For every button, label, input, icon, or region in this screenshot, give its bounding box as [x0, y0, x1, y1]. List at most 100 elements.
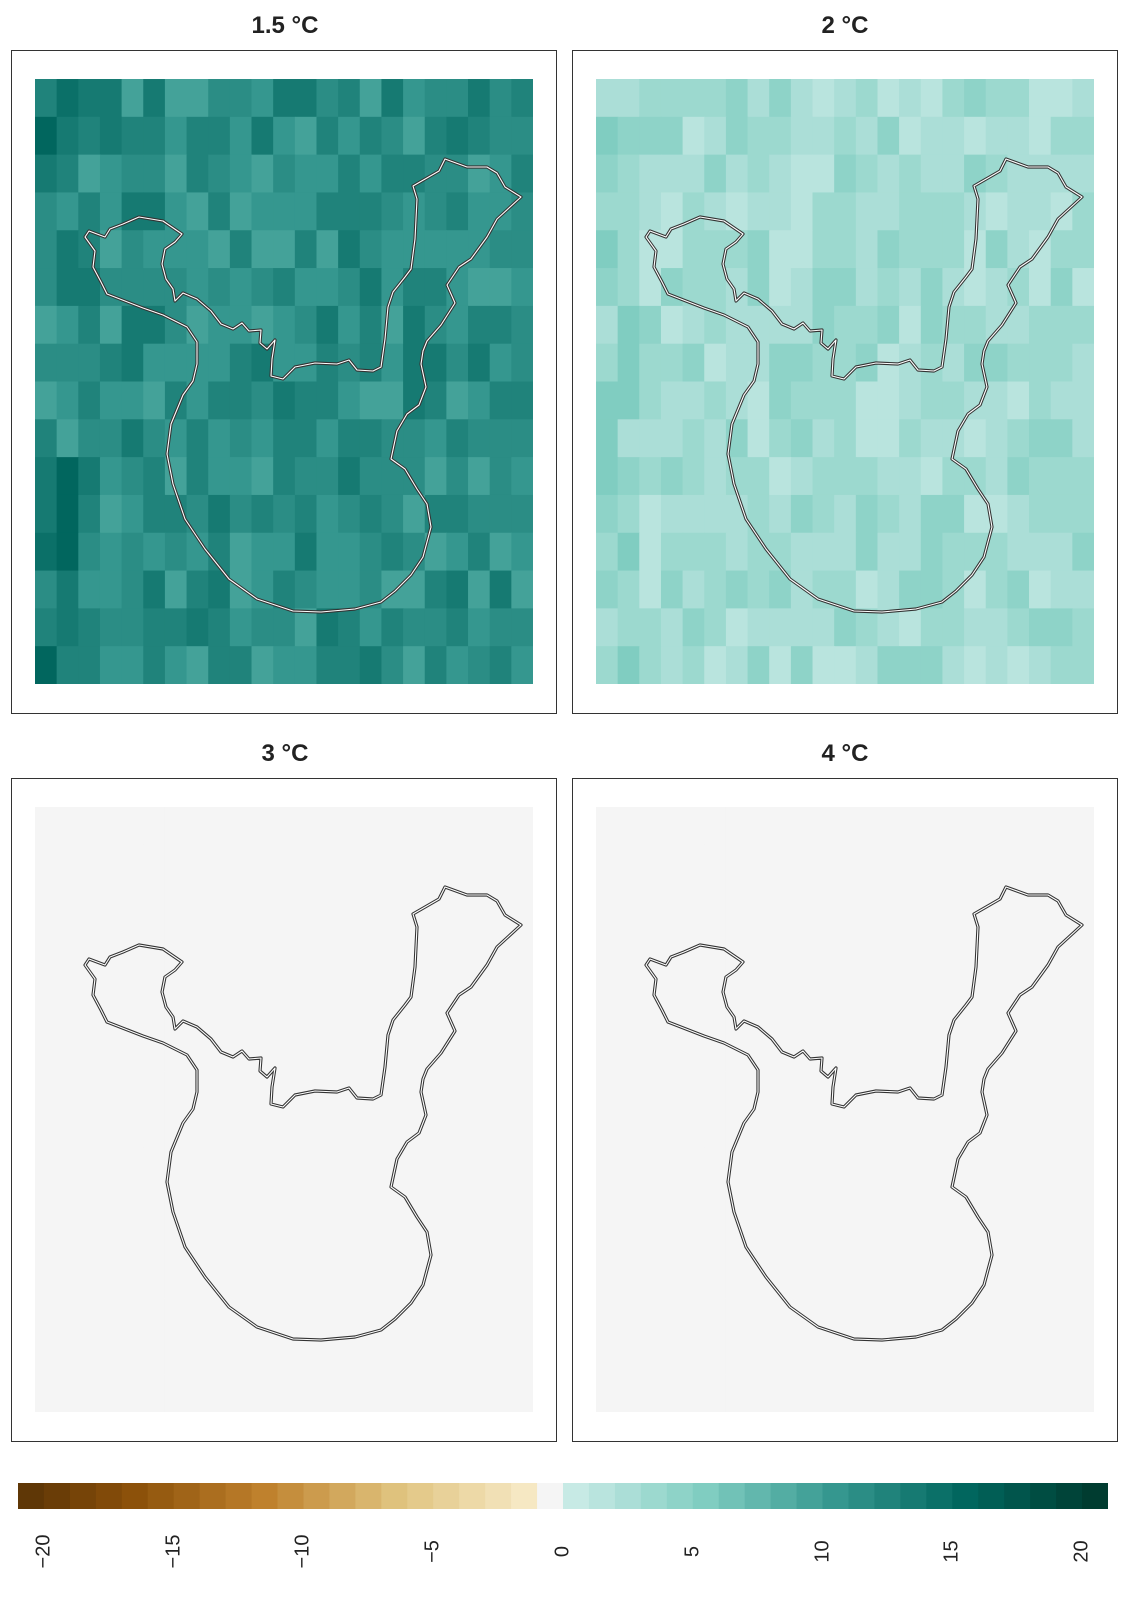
raster-cell	[338, 343, 361, 383]
colorbar-cell	[303, 1483, 330, 1509]
raster-cell	[855, 608, 879, 647]
raster-cell	[273, 1033, 296, 1073]
raster-cell	[338, 532, 361, 572]
raster-cell	[403, 920, 426, 959]
raster-cell	[964, 419, 987, 458]
raster-cell	[294, 570, 318, 609]
raster-cell	[56, 844, 79, 884]
raster-cell	[294, 192, 318, 231]
raster-cell	[229, 807, 253, 846]
raster-cell	[359, 807, 383, 846]
raster-cell	[338, 1298, 361, 1337]
raster-cell	[229, 1336, 253, 1375]
raster-cell	[489, 154, 512, 194]
raster-cell	[769, 230, 792, 269]
raster-cell	[855, 268, 879, 307]
raster-cell	[403, 1336, 426, 1375]
raster-cell	[338, 1071, 361, 1111]
raster-cell	[121, 996, 144, 1035]
raster-cell	[446, 230, 469, 269]
raster-cell	[121, 1298, 144, 1337]
raster-cell	[121, 419, 144, 458]
raster-cell	[143, 494, 166, 534]
raster-cell	[682, 920, 705, 959]
raster-cell	[186, 1222, 209, 1262]
raster-cell	[704, 1222, 727, 1262]
raster-cell	[273, 608, 296, 647]
raster-cell	[1050, 570, 1073, 609]
raster-cell	[35, 116, 58, 156]
raster-cell	[682, 570, 705, 609]
raster-cell	[489, 1109, 512, 1148]
raster-cell	[639, 996, 662, 1035]
raster-cell	[121, 1185, 144, 1224]
raster-cell	[78, 1222, 101, 1262]
raster-cell	[747, 608, 770, 647]
raster-cell	[704, 268, 727, 307]
raster-cell	[424, 646, 447, 684]
raster-cell	[1072, 268, 1094, 307]
raster-cell	[704, 1185, 727, 1224]
raster-cell	[511, 608, 533, 647]
raster-cell	[186, 844, 209, 884]
colorbar-cell	[511, 1483, 538, 1509]
raster-cell	[143, 882, 166, 922]
raster-cell	[596, 79, 619, 118]
raster-cell	[511, 494, 533, 534]
raster-cell	[316, 268, 339, 307]
raster-cell	[251, 419, 274, 458]
raster-cell	[877, 1222, 900, 1262]
raster-cell	[834, 381, 857, 420]
raster-cell	[294, 608, 318, 647]
raster-cell	[617, 1185, 640, 1224]
raster-cell	[1029, 807, 1052, 846]
raster-cell	[164, 381, 188, 420]
raster-cell	[1072, 1147, 1094, 1186]
raster-cell	[511, 807, 533, 846]
raster-cell	[229, 882, 253, 922]
raster-cell	[359, 494, 383, 534]
colorbar-cell	[95, 1483, 123, 1509]
raster-cell	[617, 1374, 640, 1412]
raster-cell	[316, 457, 339, 496]
raster-cell	[855, 1336, 879, 1375]
raster-cell	[1029, 419, 1052, 458]
raster-cell	[446, 305, 469, 345]
raster-cell	[229, 996, 253, 1035]
raster-cell	[229, 1260, 253, 1300]
raster-cell	[489, 1336, 512, 1375]
raster-cell	[920, 996, 944, 1035]
raster-cell	[1007, 1071, 1030, 1111]
raster-cell	[78, 79, 101, 118]
raster-cell	[725, 116, 749, 156]
raster-cell	[78, 958, 101, 997]
raster-cell	[747, 1336, 770, 1375]
raster-cell	[273, 958, 296, 997]
raster-cell	[56, 996, 79, 1035]
raster-cell	[251, 230, 274, 269]
raster-cell	[1007, 381, 1030, 420]
raster-cell	[468, 305, 491, 345]
raster-cell	[208, 419, 231, 458]
raster-cell	[294, 1222, 318, 1262]
raster-cell	[639, 154, 662, 194]
raster-cell	[877, 305, 900, 345]
raster-cell	[251, 1033, 274, 1073]
colorbar-cell	[1030, 1483, 1057, 1509]
raster-cell	[99, 1298, 123, 1337]
raster-cell	[877, 419, 900, 458]
raster-cell	[920, 844, 944, 884]
raster-cell	[294, 79, 318, 118]
raster-cell	[769, 1109, 792, 1148]
colorbar-cell	[43, 1483, 71, 1509]
raster-cell	[877, 116, 900, 156]
raster-cell	[769, 608, 792, 647]
raster-cell	[273, 116, 296, 156]
raster-cell	[273, 1298, 296, 1337]
raster-cell	[121, 807, 144, 846]
raster-cell	[660, 882, 684, 922]
raster-cell	[920, 1222, 944, 1262]
raster-cell	[446, 1185, 469, 1224]
raster-cell	[1072, 1298, 1094, 1337]
raster-cell	[208, 1374, 231, 1412]
